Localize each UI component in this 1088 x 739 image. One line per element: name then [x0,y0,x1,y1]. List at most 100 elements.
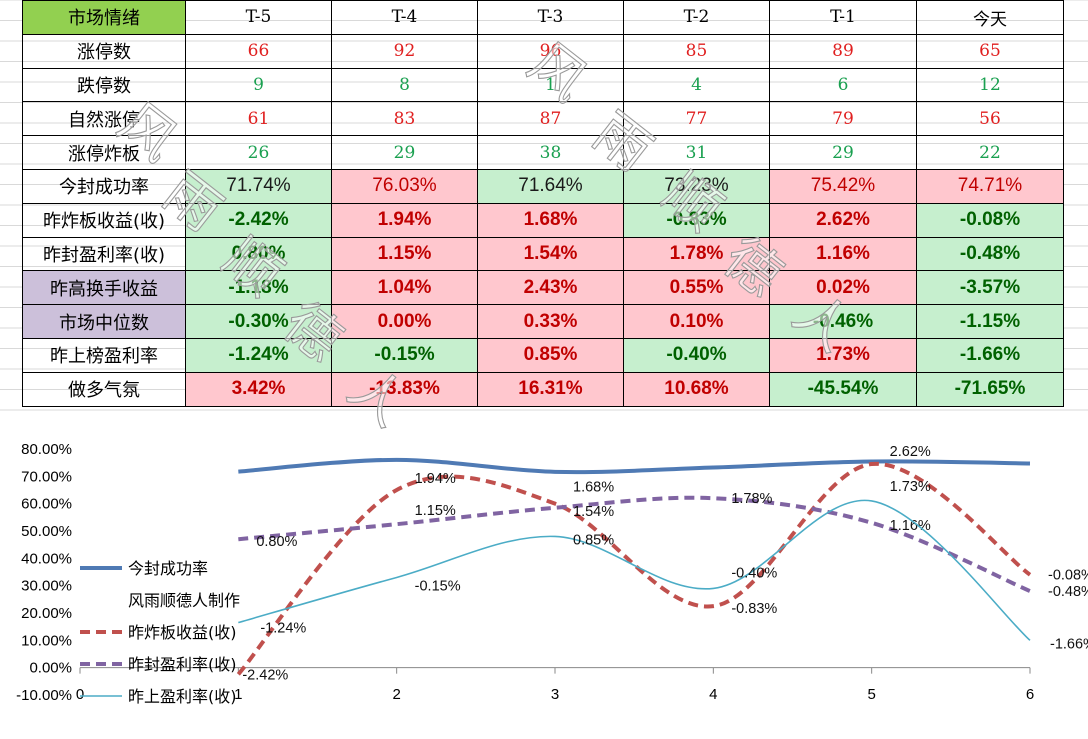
data-label: -0.48% [1048,584,1088,600]
value-cell[interactable]: 2.62% [769,202,917,238]
y-tick-label: 60.00% [21,496,72,513]
value-cell[interactable]: 66 [185,33,332,69]
value-cell[interactable]: 0.10% [623,304,770,339]
value-cell[interactable]: 71.64% [477,168,624,204]
row-label-cell[interactable]: 涨停炸板 [22,135,186,170]
value-cell[interactable]: 87 [477,101,624,137]
value-cell[interactable]: 26 [185,135,332,170]
data-label: -0.08% [1048,568,1088,584]
value-cell[interactable]: -0.30% [185,304,332,339]
data-label: -1.24% [260,621,306,637]
value-cell[interactable]: -0.48% [916,236,1064,272]
row-label-cell[interactable]: 做多气氛 [22,371,186,407]
value-cell[interactable]: 0.33% [477,304,624,339]
legend-entry: 风雨顺德人制作 [128,591,240,610]
value-cell[interactable]: -2.42% [185,202,332,238]
header-label-cell[interactable]: 市场情绪 [22,0,186,35]
value-cell[interactable]: -1.18% [185,270,332,306]
header-cell[interactable]: 今天 [916,0,1064,35]
value-cell[interactable]: -0.15% [331,337,478,373]
y-tick-label: 10.00% [21,632,72,649]
row-label-cell[interactable]: 今封成功率 [22,168,186,204]
value-cell[interactable]: 89 [769,33,917,69]
row-label-cell[interactable]: 市场中位数 [22,304,186,339]
value-cell[interactable]: 79 [769,101,917,137]
value-cell[interactable]: -71.65% [916,371,1064,407]
value-cell[interactable]: 83 [331,101,478,137]
value-cell[interactable]: -0.83% [623,202,770,238]
value-cell[interactable]: 1 [477,67,624,103]
header-cell[interactable]: T-4 [331,0,478,35]
value-cell[interactable]: 71.74% [185,168,332,204]
value-cell[interactable]: 16.31% [477,371,624,407]
value-cell[interactable]: 77 [623,101,770,137]
value-cell[interactable]: 85 [623,33,770,69]
value-cell[interactable]: 1.16% [769,236,917,272]
header-cell[interactable]: T-5 [185,0,332,35]
header-cell[interactable]: T-3 [477,0,624,35]
data-label: -0.40% [731,565,777,581]
y-tick-label: 70.00% [21,468,72,485]
value-cell[interactable]: 38 [477,135,624,170]
value-cell[interactable]: 10.68% [623,371,770,407]
value-cell[interactable]: 1.94% [331,202,478,238]
row-label-cell[interactable]: 涨停数 [22,33,186,69]
value-cell[interactable]: 1.15% [331,236,478,272]
value-cell[interactable]: 0.85% [477,337,624,373]
value-cell[interactable]: 75.42% [769,168,917,204]
value-cell[interactable]: 2.43% [477,270,624,306]
row-label-cell[interactable]: 昨封盈利率(收) [22,236,186,272]
value-cell[interactable]: 0.80% [185,236,332,272]
row-label-cell[interactable]: 自然涨停 [22,101,186,137]
value-cell[interactable]: -3.57% [916,270,1064,306]
row-label-cell[interactable]: 跌停数 [22,67,186,103]
value-cell[interactable]: 1.04% [331,270,478,306]
value-cell[interactable]: 76.03% [331,168,478,204]
value-cell[interactable]: 12 [916,67,1064,103]
value-cell[interactable]: 9 [185,67,332,103]
value-cell[interactable]: -0.46% [769,304,917,339]
x-tick-label: 0 [76,686,84,703]
header-cell[interactable]: T-1 [769,0,917,35]
value-cell[interactable]: 0.02% [769,270,917,306]
value-cell[interactable]: 56 [916,101,1064,137]
y-tick-label: 0.00% [29,660,72,677]
x-tick-label: 1 [234,686,242,703]
table-row: 涨停炸板 26 29 38 31 29 22 [22,135,1064,170]
value-cell[interactable]: 92 [331,33,478,69]
value-cell[interactable]: 1.54% [477,236,624,272]
value-cell[interactable]: 0.00% [331,304,478,339]
value-cell[interactable]: 61 [185,101,332,137]
value-cell[interactable]: 31 [623,135,770,170]
y-tick-label: 30.00% [21,578,72,595]
value-cell[interactable]: 3.42% [185,371,332,407]
value-cell[interactable]: 74.71% [916,168,1064,204]
value-cell[interactable]: 1.78% [623,236,770,272]
value-cell[interactable]: -1.15% [916,304,1064,339]
data-label: -0.15% [415,578,461,594]
legend-entry: 昨封盈利率(收) [128,655,237,674]
row-label-cell[interactable]: 昨高换手收益 [22,270,186,306]
value-cell[interactable]: 8 [331,67,478,103]
data-label: 1.16% [890,518,931,534]
value-cell[interactable]: 29 [769,135,917,170]
value-cell[interactable]: -13.83% [331,371,478,407]
value-cell[interactable]: 4 [623,67,770,103]
value-cell[interactable]: 29 [331,135,478,170]
value-cell[interactable]: -1.66% [916,337,1064,373]
row-label-cell[interactable]: 昨炸板收益(收) [22,202,186,238]
value-cell[interactable]: 65 [916,33,1064,69]
value-cell[interactable]: 6 [769,67,917,103]
value-cell[interactable]: -0.40% [623,337,770,373]
header-cell[interactable]: T-2 [623,0,770,35]
value-cell[interactable]: 0.55% [623,270,770,306]
value-cell[interactable]: 1.73% [769,337,917,373]
value-cell[interactable]: 73.23% [623,168,770,204]
value-cell[interactable]: 22 [916,135,1064,170]
value-cell[interactable]: 96 [477,33,624,69]
value-cell[interactable]: 1.68% [477,202,624,238]
value-cell[interactable]: -45.54% [769,371,917,407]
value-cell[interactable]: -0.08% [916,202,1064,238]
row-label-cell[interactable]: 昨上榜盈利率 [22,337,186,373]
value-cell[interactable]: -1.24% [185,337,332,373]
